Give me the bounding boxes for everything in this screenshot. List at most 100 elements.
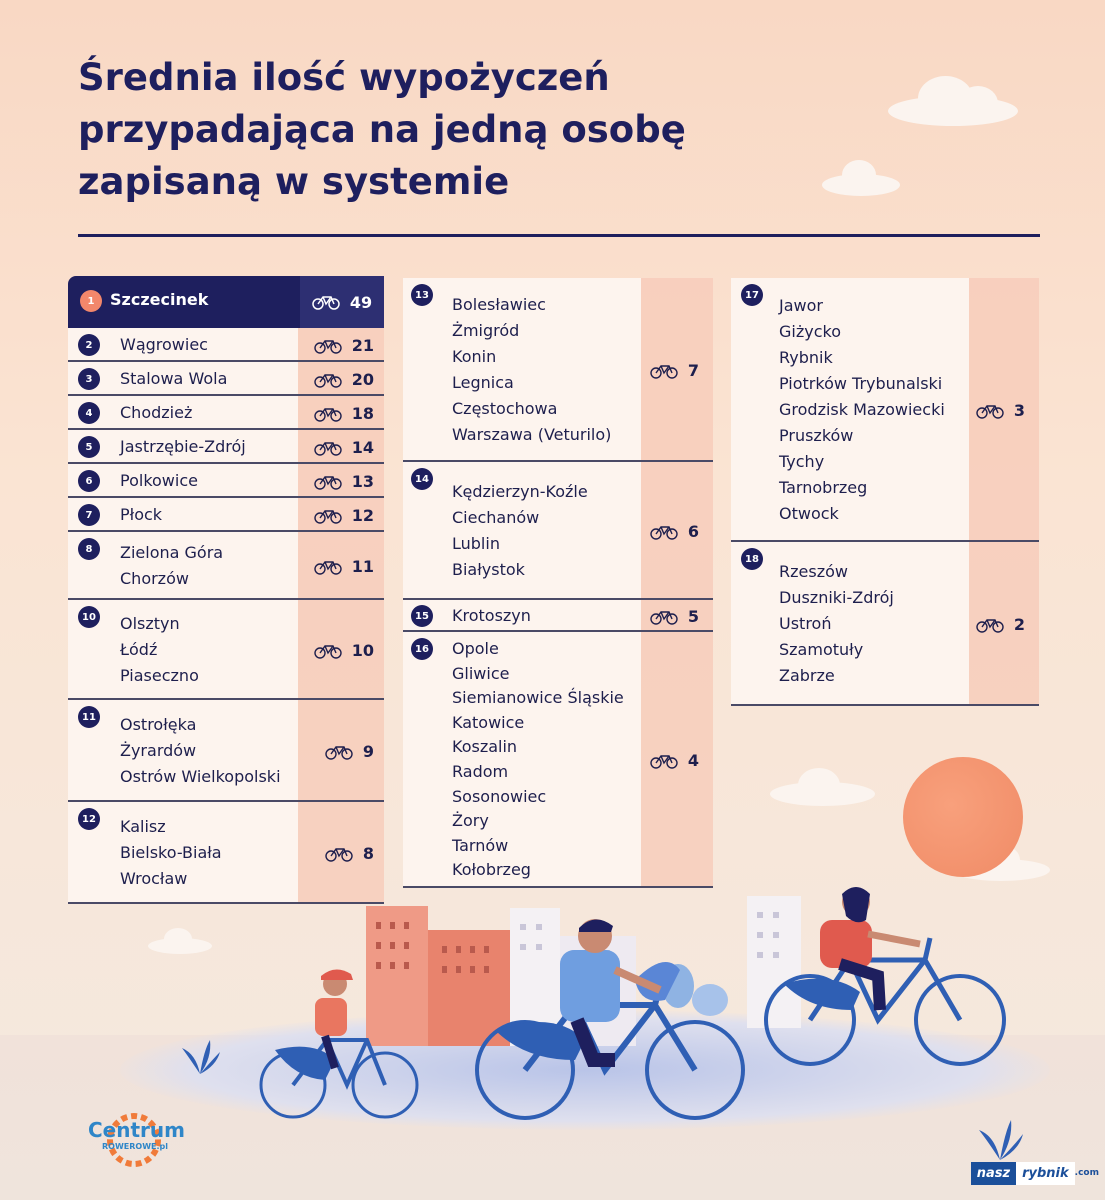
- rank-badge: 12: [78, 808, 100, 830]
- city-name: Piaseczno: [120, 666, 199, 685]
- ranking-group: 5 Jastrzębie-Zdrój 14: [68, 430, 384, 464]
- ranking-top-row: 1 Szczecinek 49: [68, 276, 384, 328]
- value-number: 4: [687, 751, 699, 770]
- row-divider: [403, 598, 713, 600]
- row-divider: [68, 462, 384, 464]
- city-name: Bolesławiec: [452, 295, 546, 314]
- rank-badge: 11: [78, 706, 100, 728]
- title-line: Średnia ilość wypożyczeń: [78, 56, 610, 99]
- city-list: Rzeszów Duszniki-Zdrój Ustroń Szamotuły Zabr…: [779, 559, 894, 689]
- rank-badge: 4: [78, 402, 100, 424]
- title-line: przypadająca na jedną osobę: [78, 108, 686, 151]
- city-name: Tarnów: [452, 835, 509, 855]
- city-list: Kalisz Bielsko-Biała Wrocław: [120, 814, 222, 892]
- value-cell: 11: [314, 557, 374, 576]
- city-name: Ostrów Wielkopolski: [120, 767, 281, 786]
- city-name: Łódź: [120, 640, 158, 659]
- row-divider: [731, 540, 1039, 542]
- row-divider: [68, 394, 384, 396]
- value-cell: 2: [976, 615, 1025, 634]
- cyclist-man-illustration: [475, 919, 745, 1120]
- tower-illustration: [747, 896, 801, 1028]
- cyclist-woman-illustration: [764, 887, 1006, 1066]
- city-name: Polkowice: [120, 471, 198, 490]
- bicycle-icon: [650, 754, 678, 769]
- value-background: [298, 600, 384, 700]
- title-divider: [78, 234, 1040, 237]
- value-background: [298, 396, 384, 430]
- rank-badge: 18: [741, 548, 763, 570]
- watermark: nasz rybnik .com: [970, 1160, 1099, 1186]
- ranking-group: 18 Rzeszów Duszniki-Zdrój Ustroń Szamotuły Za…: [731, 542, 1039, 706]
- logo-text: Centrum: [88, 1118, 185, 1142]
- value-number: 8: [362, 844, 374, 863]
- value-cell: 21: [314, 336, 374, 355]
- city-name: Zabrze: [779, 666, 835, 685]
- city-name: Rybnik: [779, 348, 833, 367]
- row-divider: [68, 598, 384, 600]
- city-name: Pruszków: [779, 426, 854, 445]
- value-cell: 9: [325, 742, 374, 761]
- group-background: [731, 542, 969, 706]
- cyclist-child-illustration: [259, 969, 419, 1119]
- cloud-decoration: [888, 76, 1018, 126]
- value-number: 49: [349, 292, 373, 312]
- row-divider: [403, 630, 713, 632]
- value-background: [641, 600, 713, 632]
- value-number: 20: [351, 370, 374, 389]
- ranking-group: 13 Bolesławiec Żmigród Konin Legnica Częstoch…: [403, 278, 713, 462]
- rank-badge: 17: [741, 284, 763, 306]
- city-list: Ostrołęka Żyrardów Ostrów Wielkopolski: [120, 712, 281, 790]
- city-name: Płock: [120, 505, 163, 524]
- city-name: Siemianowice Śląskie: [452, 688, 624, 708]
- city-name: Żmigród: [452, 321, 520, 340]
- city-name: Bielsko-Biała: [120, 843, 222, 862]
- city-list: Polkowice: [120, 468, 198, 494]
- city-name: Chorzów: [120, 569, 189, 588]
- city-list: Płock: [120, 502, 162, 528]
- value-background: [969, 278, 1039, 542]
- ranking-group: 11 Ostrołęka Żyrardów Ostrów Wielkopolski 9: [68, 700, 384, 802]
- city-name: Tarnobrzeg: [779, 478, 868, 497]
- rank-badge: 15: [411, 605, 433, 627]
- value-number: 11: [351, 557, 374, 576]
- city-name: Rzeszów: [779, 562, 848, 581]
- rank-badge: 10: [78, 606, 100, 628]
- ranking-group: 8 Zielona Góra Chorzów 11: [68, 532, 384, 600]
- bicycle-icon: [314, 475, 342, 490]
- value-number: 13: [351, 472, 374, 491]
- city-list: Wągrowiec: [120, 332, 208, 358]
- city-name: Białystok: [452, 560, 525, 579]
- value-cell: 14: [314, 438, 374, 457]
- value-cell: 20: [314, 370, 374, 389]
- group-background: [68, 464, 298, 498]
- city-name: Koszalin: [452, 737, 518, 757]
- city-name: Ciechanów: [452, 508, 540, 527]
- bicycle-icon: [312, 296, 340, 310]
- ranking-group: 15 Krotoszyn 5: [403, 600, 713, 632]
- group-background: [68, 498, 298, 532]
- value-number: 9: [362, 742, 374, 761]
- value-number: 21: [351, 336, 374, 355]
- ranking-group: 6 Polkowice 13: [68, 464, 384, 498]
- value-cell: 6: [650, 522, 699, 541]
- city-name: Gliwice: [452, 663, 510, 683]
- rank-badge: 6: [78, 470, 100, 492]
- group-background: [68, 802, 298, 904]
- row-divider: [68, 530, 384, 532]
- ranking-group: 2 Wągrowiec 21: [68, 328, 384, 362]
- watermark-part2: rybnik: [1016, 1161, 1075, 1185]
- city-name: Sosonowiec: [452, 786, 547, 806]
- value-background: [298, 328, 384, 362]
- value-number: 7: [687, 361, 699, 380]
- rank-badge: 3: [78, 368, 100, 390]
- value-background: [298, 532, 384, 600]
- cloud-decoration: [770, 768, 875, 806]
- value-cell: 4: [650, 751, 699, 770]
- bicycle-icon: [325, 847, 353, 862]
- value-cell: 12: [314, 506, 374, 525]
- value-cell: 7: [650, 361, 699, 380]
- value-number: 3: [1013, 401, 1025, 420]
- rank-badge: 14: [411, 468, 433, 490]
- city-name: Tychy: [779, 452, 825, 471]
